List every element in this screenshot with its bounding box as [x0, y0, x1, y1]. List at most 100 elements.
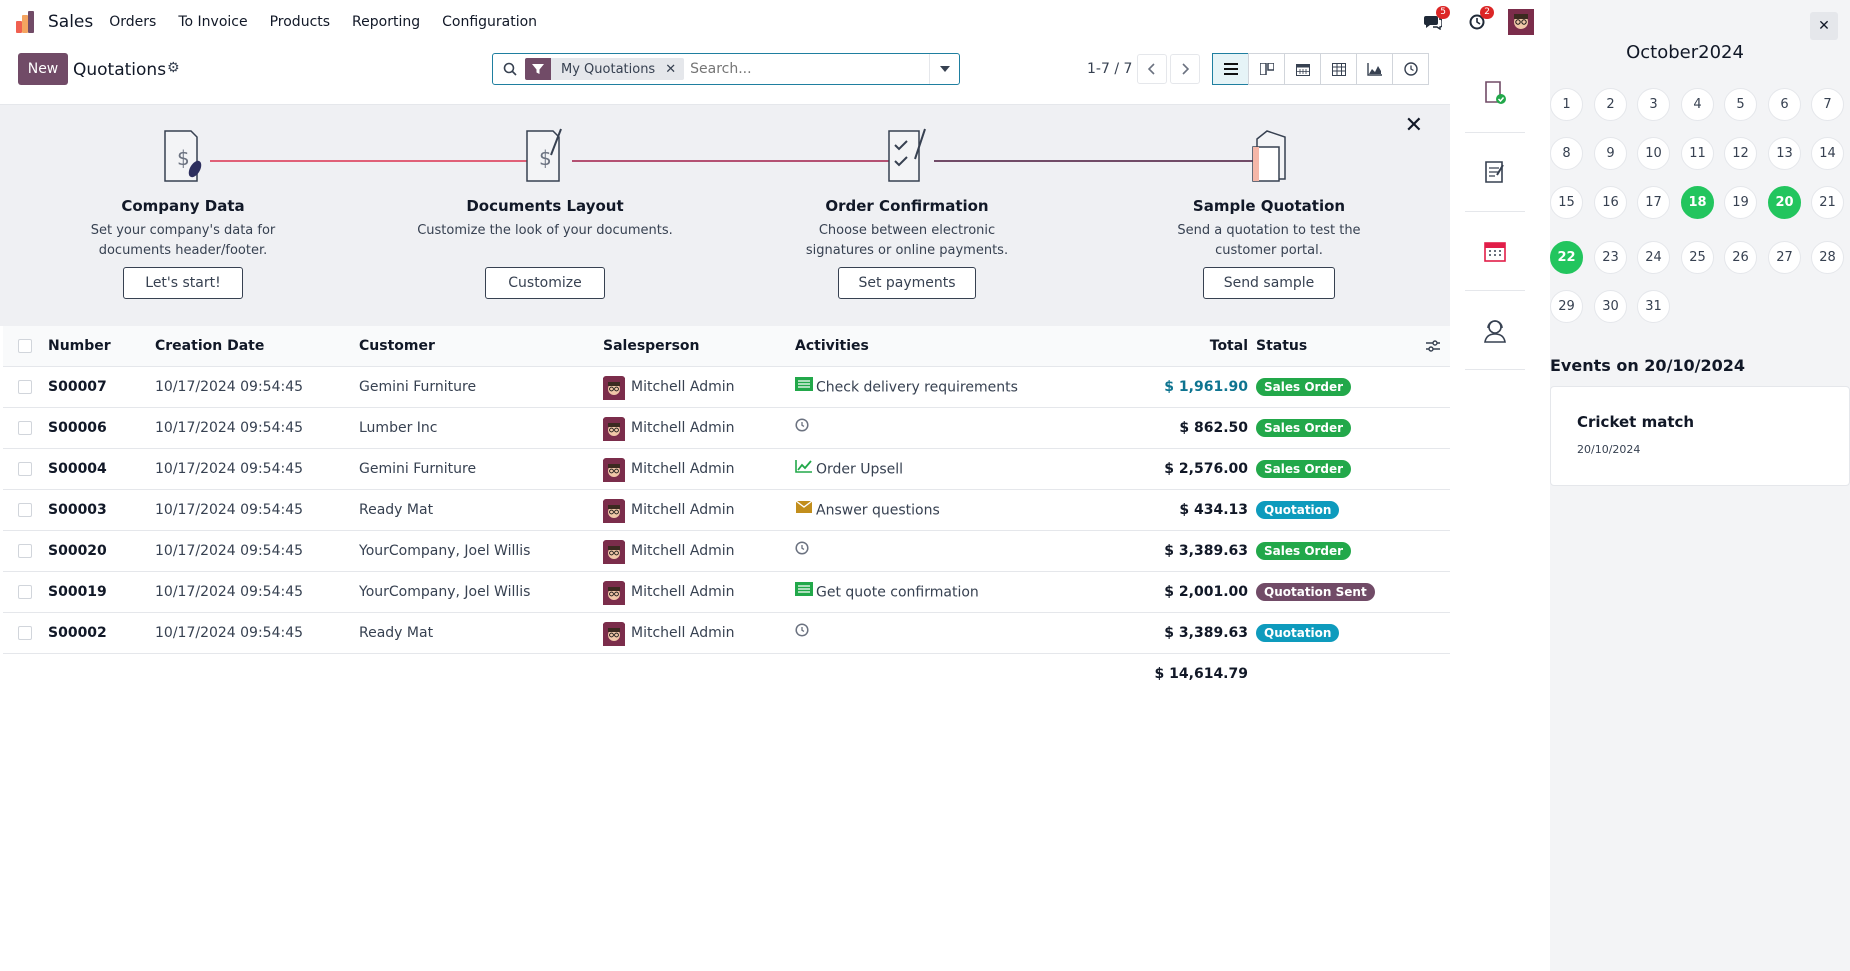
pager-value[interactable]: 1-7 / 7 — [1087, 61, 1133, 77]
calendar-day[interactable]: 23 — [1594, 241, 1627, 274]
onboarding-close-icon[interactable]: ✕ — [1404, 113, 1423, 138]
row-checkbox[interactable] — [18, 503, 32, 517]
activity-cell[interactable] — [795, 408, 812, 449]
salesperson[interactable]: Mitchell Admin — [603, 449, 735, 490]
salesperson[interactable]: Mitchell Admin — [603, 531, 735, 572]
calendar-day[interactable]: 30 — [1594, 290, 1627, 323]
column-number[interactable]: Number — [48, 338, 111, 354]
column-creation-date[interactable]: Creation Date — [155, 338, 265, 354]
messages-button[interactable]: 5 — [1418, 6, 1450, 36]
calendar-day[interactable]: 26 — [1724, 241, 1757, 274]
column-activities[interactable]: Activities — [795, 338, 869, 354]
column-customer[interactable]: Customer — [359, 338, 435, 354]
customize-button[interactable]: Customize — [485, 267, 605, 299]
calendar-day[interactable]: 24 — [1637, 241, 1670, 274]
table-row[interactable]: S00002 10/17/2024 09:54:45 Ready Mat Mitche… — [3, 613, 1450, 654]
app-name[interactable]: Sales — [48, 12, 94, 32]
row-checkbox[interactable] — [18, 421, 32, 435]
column-total[interactable]: Total — [1209, 338, 1248, 354]
trend-chart-icon[interactable] — [795, 449, 813, 490]
calendar-day[interactable]: 13 — [1768, 137, 1801, 170]
activity-cell[interactable] — [795, 531, 812, 572]
facet-close-icon[interactable]: ✕ — [665, 61, 677, 77]
calendar-day[interactable]: 11 — [1681, 137, 1714, 170]
activities-button[interactable]: 2 — [1462, 6, 1494, 36]
menu-orders[interactable]: Orders — [109, 14, 157, 30]
row-checkbox[interactable] — [18, 462, 32, 476]
optional-columns-toggle[interactable] — [1426, 326, 1440, 367]
graph-view-button[interactable] — [1356, 53, 1393, 85]
calendar-day[interactable]: 16 — [1594, 186, 1627, 219]
calendar-day[interactable]: 27 — [1768, 241, 1801, 274]
side-sign-document[interactable] — [1465, 54, 1525, 133]
calendar-day[interactable]: 7 — [1811, 88, 1844, 121]
activity-cell[interactable]: Get quote confirmation — [795, 572, 979, 613]
salesperson[interactable]: Mitchell Admin — [603, 408, 735, 449]
activity-view-button[interactable] — [1392, 53, 1429, 85]
todo-list-icon[interactable] — [795, 572, 813, 613]
side-support[interactable] — [1465, 291, 1525, 370]
table-row[interactable]: S00007 10/17/2024 09:54:45 Gemini Furnitur… — [3, 367, 1450, 408]
calendar-day[interactable]: 12 — [1724, 137, 1757, 170]
salesperson[interactable]: Mitchell Admin — [603, 572, 735, 613]
calendar-day[interactable]: 1 — [1550, 88, 1583, 121]
clock-icon[interactable] — [795, 613, 809, 654]
calendar-day[interactable]: 29 — [1550, 290, 1583, 323]
gear-icon[interactable]: ⚙ — [167, 60, 180, 76]
menu-to-invoice[interactable]: To Invoice — [178, 14, 248, 30]
event-card[interactable]: Cricket match 20/10/2024 — [1550, 386, 1850, 486]
pager-next-button[interactable] — [1170, 54, 1200, 84]
calendar-day[interactable]: 25 — [1681, 241, 1714, 274]
pivot-view-button[interactable] — [1320, 53, 1357, 85]
calendar-day[interactable]: 22 — [1550, 241, 1583, 274]
calendar-close-icon[interactable]: ✕ — [1810, 12, 1838, 40]
calendar-day[interactable]: 5 — [1724, 88, 1757, 121]
calendar-day[interactable]: 4 — [1681, 88, 1714, 121]
pager-previous-button[interactable] — [1137, 54, 1167, 84]
menu-products[interactable]: Products — [269, 14, 331, 30]
set-payments-button[interactable]: Set payments — [838, 267, 976, 299]
calendar-day[interactable]: 8 — [1550, 137, 1583, 170]
calendar-day[interactable]: 14 — [1811, 137, 1844, 170]
sales-app-logo[interactable] — [16, 11, 38, 33]
kanban-view-button[interactable] — [1248, 53, 1285, 85]
activity-cell[interactable]: Check delivery requirements — [795, 367, 1018, 408]
menu-configuration[interactable]: Configuration — [442, 14, 538, 30]
activity-cell[interactable] — [795, 613, 812, 654]
table-row[interactable]: S00020 10/17/2024 09:54:45 YourCompany, Jo… — [3, 531, 1450, 572]
calendar-day[interactable]: 3 — [1637, 88, 1670, 121]
search-icon[interactable] — [503, 62, 517, 76]
table-row[interactable]: S00003 10/17/2024 09:54:45 Ready Mat Mitche… — [3, 490, 1450, 531]
calendar-view-button[interactable] — [1284, 53, 1321, 85]
new-button[interactable]: New — [18, 53, 68, 85]
list-view-button[interactable] — [1212, 53, 1249, 85]
calendar-day[interactable]: 6 — [1768, 88, 1801, 121]
salesperson[interactable]: Mitchell Admin — [603, 490, 735, 531]
side-notes[interactable] — [1465, 133, 1525, 212]
lets-start-button[interactable]: Let's start! — [123, 267, 243, 299]
calendar-day[interactable]: 2 — [1594, 88, 1627, 121]
row-checkbox[interactable] — [18, 380, 32, 394]
calendar-day[interactable]: 18 — [1681, 186, 1714, 219]
row-checkbox[interactable] — [18, 585, 32, 599]
salesperson[interactable]: Mitchell Admin — [603, 613, 735, 654]
search-input[interactable] — [690, 61, 921, 77]
calendar-day[interactable]: 9 — [1594, 137, 1627, 170]
calendar-day[interactable]: 21 — [1811, 186, 1844, 219]
calendar-day[interactable]: 31 — [1637, 290, 1670, 323]
todo-list-icon[interactable] — [795, 367, 813, 408]
column-salesperson[interactable]: Salesperson — [603, 338, 700, 354]
user-menu[interactable] — [1506, 8, 1536, 36]
column-status[interactable]: Status — [1256, 338, 1308, 354]
search-options-toggle[interactable] — [929, 54, 959, 84]
activity-cell[interactable]: Answer questions — [795, 490, 940, 531]
table-row[interactable]: S00019 10/17/2024 09:54:45 YourCompany, Jo… — [3, 572, 1450, 613]
calendar-day[interactable]: 17 — [1637, 186, 1670, 219]
clock-icon[interactable] — [795, 531, 809, 572]
clock-icon[interactable] — [795, 408, 809, 449]
calendar-day[interactable]: 28 — [1811, 241, 1844, 274]
activity-cell[interactable]: Order Upsell — [795, 449, 903, 490]
table-row[interactable]: S00006 10/17/2024 09:54:45 Lumber Inc Mitch… — [3, 408, 1450, 449]
table-row[interactable]: S00004 10/17/2024 09:54:45 Gemini Furnitur… — [3, 449, 1450, 490]
side-calendar[interactable] — [1465, 212, 1525, 291]
